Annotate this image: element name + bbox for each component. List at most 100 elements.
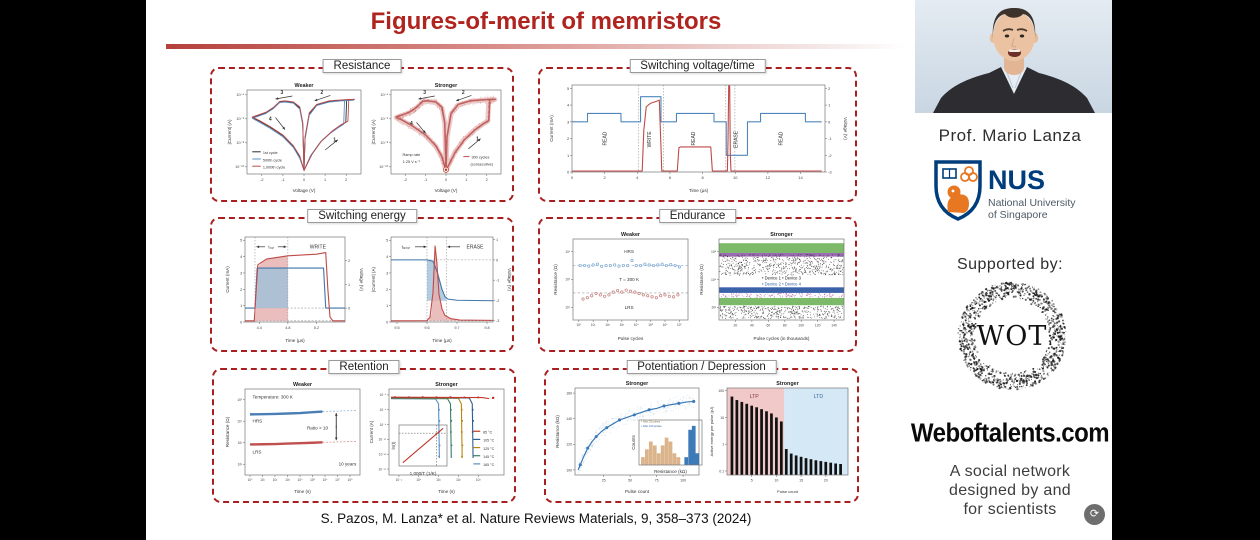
- svg-text:• Device 2 • Device 4: • Device 2 • Device 4: [762, 282, 802, 287]
- svg-text:|Current| (A): |Current| (A): [227, 119, 232, 145]
- svg-text:3: 3: [423, 90, 426, 96]
- panel-retention: Retention 10⁰ 10¹ 10² 10³ 10⁴ 10⁵ 10⁶ 10⁷ 10⁸ 10²…: [212, 360, 516, 503]
- svg-text:0: 0: [240, 320, 242, 324]
- svg-text:1: 1: [465, 178, 467, 182]
- svg-text:100: 100: [680, 479, 686, 483]
- svg-text:Resistance (Ω): Resistance (Ω): [553, 264, 558, 295]
- svg-text:-1: -1: [281, 178, 284, 182]
- svg-text:145 °C: 145 °C: [483, 455, 494, 459]
- svg-text:10: 10: [720, 416, 724, 420]
- svg-text:25: 25: [602, 479, 606, 483]
- svg-text:ln(t): ln(t): [391, 441, 396, 449]
- svg-text:1: 1: [333, 138, 336, 144]
- svg-text:3: 3: [240, 271, 242, 275]
- svg-text:Time (µs): Time (µs): [285, 338, 305, 343]
- svg-text:20: 20: [734, 323, 738, 327]
- svg-text:READ: READ: [602, 131, 608, 145]
- svg-text:105 °C: 105 °C: [483, 439, 494, 443]
- svg-text:1st cycle: 1st cycle: [263, 151, 278, 155]
- svg-text:Voltage (V): Voltage (V): [435, 188, 458, 193]
- wot-logo: WOT: [956, 280, 1068, 392]
- svg-text:Temperature: 300 K: Temperature: 300 K: [253, 395, 294, 400]
- svg-text:10⁴: 10⁴: [237, 419, 243, 423]
- svg-text:Weaker: Weaker: [621, 232, 641, 238]
- nus-line1: National University: [988, 197, 1076, 209]
- svg-text:10⁻⁸: 10⁻⁸: [380, 423, 387, 427]
- svg-text:500th cycle: 500th cycle: [263, 158, 282, 162]
- svg-text:LTP: LTP: [750, 394, 760, 400]
- svg-text:4.8: 4.8: [285, 326, 290, 330]
- supported-by-label: Supported by:: [956, 256, 1064, 273]
- svg-text:100: 100: [566, 468, 572, 472]
- svg-text:Ramp rate: Ramp rate: [403, 153, 421, 157]
- switching-energy-write: 4.4 4.8 5.2 0 1 2 3 4 5 2 1 0 Time (µs) Current (mA) V…: [225, 236, 364, 343]
- title-underline: [166, 44, 906, 49]
- svg-text:10⁰: 10⁰: [248, 478, 254, 482]
- svg-text:Resistance (Ω): Resistance (Ω): [699, 264, 704, 295]
- overlay-widget-icon[interactable]: ⟳: [1084, 504, 1105, 525]
- tagline-line-2: designed by and: [949, 482, 1071, 499]
- svg-text:LTD: LTD: [814, 394, 824, 400]
- panel-switching-energy: Switching energy 4.4 4.8 5.2 0 1 2 3 4 5 2 1 0 Time …: [210, 209, 514, 352]
- svg-text:READ: READ: [691, 131, 697, 145]
- svg-text:Ratio > 10: Ratio > 10: [307, 425, 329, 430]
- svg-text:140: 140: [566, 417, 572, 421]
- svg-text:9.7: 9.7: [454, 326, 459, 330]
- svg-text:▪ After 25 pulses: ▪ After 25 pulses: [641, 419, 661, 423]
- svg-text:Pulse count: Pulse count: [777, 489, 799, 494]
- svg-text:tₛₑₜ: tₛₑₜ: [268, 244, 275, 249]
- svg-text:Stronger: Stronger: [435, 382, 458, 388]
- svg-text:(consecutive): (consecutive): [470, 163, 493, 167]
- svg-text:75: 75: [655, 479, 659, 483]
- svg-text:120: 120: [815, 323, 821, 327]
- svg-text:10: 10: [733, 175, 738, 180]
- svg-text:2: 2: [604, 175, 607, 180]
- svg-text:tᵣₑₛₑₜ: tᵣₑₛₑₜ: [402, 244, 412, 249]
- svg-text:9.5: 9.5: [394, 326, 399, 330]
- svg-text:3: 3: [386, 271, 388, 275]
- svg-text:165 °C: 165 °C: [483, 463, 494, 467]
- potentiation-histogram-inset: Resistance (kΩ) Counts ▪ After 25 pulses▪ …: [631, 419, 703, 474]
- svg-text:2: 2: [386, 288, 388, 292]
- svg-text:1: 1: [240, 304, 242, 308]
- svg-text:10¹: 10¹: [591, 323, 596, 327]
- switching-energy-erase: 9.5 9.6 9.7 9.8 0 1 2 3 4 5 1 0 -1 -2 -3 Time (µs) |Curr…: [371, 236, 512, 343]
- svg-text:Stronger: Stronger: [776, 381, 799, 387]
- citation: S. Pazos, M. Lanza* et al. Nature Review…: [320, 511, 752, 526]
- nus-abbr: NUS: [988, 165, 1045, 195]
- svg-text:Pulse cycles (in thousands): Pulse cycles (in thousands): [754, 336, 810, 341]
- svg-text:50: 50: [628, 479, 632, 483]
- svg-text:-1: -1: [496, 279, 499, 283]
- tagline-line-1: A social network: [949, 463, 1071, 480]
- svg-text:10⁴: 10⁴: [634, 323, 640, 327]
- svg-text:4: 4: [386, 255, 388, 259]
- svg-text:4: 4: [567, 103, 570, 108]
- svg-text:3: 3: [567, 119, 570, 124]
- svg-text:WRITE: WRITE: [647, 131, 653, 148]
- svg-text:10 years: 10 years: [339, 461, 357, 466]
- svg-text:2: 2: [567, 136, 570, 141]
- panel-label-retention: Retention: [328, 360, 400, 374]
- svg-text:T = 300 K: T = 300 K: [619, 277, 640, 282]
- svg-text:125 °C: 125 °C: [483, 447, 494, 451]
- svg-text:10²: 10²: [273, 478, 278, 482]
- svg-text:Time (s): Time (s): [438, 489, 455, 494]
- svg-text:10⁻¹⁰: 10⁻¹⁰: [379, 165, 388, 169]
- svg-text:|Current| (A): |Current| (A): [371, 119, 376, 145]
- svg-text:Time (s): Time (s): [294, 489, 311, 494]
- svg-text:0: 0: [571, 175, 574, 180]
- svg-text:60: 60: [766, 323, 770, 327]
- svg-text:2: 2: [828, 86, 831, 91]
- svg-text:10⁰: 10⁰: [416, 478, 422, 482]
- svg-text:0: 0: [348, 307, 350, 311]
- svg-text:-3: -3: [828, 170, 832, 175]
- svg-text:10³: 10³: [476, 478, 481, 482]
- svg-text:10¹: 10¹: [436, 478, 441, 482]
- svg-text:Resistance (kΩ): Resistance (kΩ): [555, 415, 560, 448]
- svg-text:2: 2: [486, 178, 488, 182]
- svg-text:10⁻¹⁴: 10⁻¹⁴: [379, 467, 387, 471]
- svg-text:10⁷: 10⁷: [677, 323, 683, 327]
- face: [993, 11, 1035, 61]
- svg-text:1: 1: [496, 238, 498, 242]
